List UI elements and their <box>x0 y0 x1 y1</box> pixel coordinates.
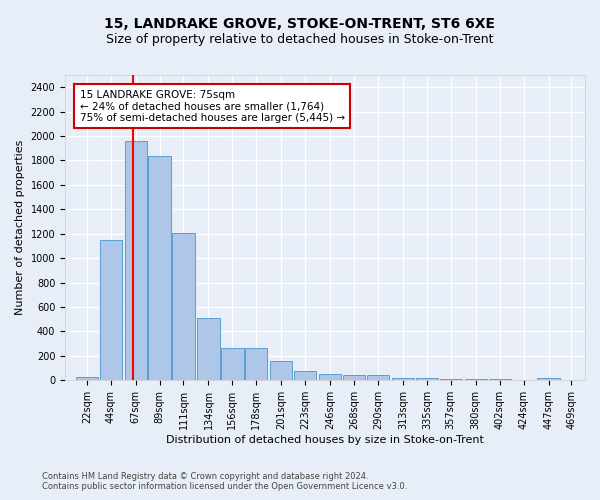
Bar <box>538 378 560 380</box>
Bar <box>221 348 244 380</box>
Bar <box>270 362 292 380</box>
Bar <box>172 232 194 380</box>
X-axis label: Distribution of detached houses by size in Stoke-on-Trent: Distribution of detached houses by size … <box>166 435 484 445</box>
Bar <box>76 376 98 380</box>
Bar <box>367 376 389 380</box>
Text: Contains public sector information licensed under the Open Government Licence v3: Contains public sector information licen… <box>42 482 407 491</box>
Bar <box>197 318 220 380</box>
Bar <box>416 378 438 380</box>
Bar <box>392 378 414 380</box>
Text: 15 LANDRAKE GROVE: 75sqm
← 24% of detached houses are smaller (1,764)
75% of sem: 15 LANDRAKE GROVE: 75sqm ← 24% of detach… <box>80 90 345 123</box>
Text: 15, LANDRAKE GROVE, STOKE-ON-TRENT, ST6 6XE: 15, LANDRAKE GROVE, STOKE-ON-TRENT, ST6 … <box>104 18 496 32</box>
Bar <box>148 156 171 380</box>
Text: Size of property relative to detached houses in Stoke-on-Trent: Size of property relative to detached ho… <box>106 32 494 46</box>
Bar <box>245 348 268 380</box>
Text: Contains HM Land Registry data © Crown copyright and database right 2024.: Contains HM Land Registry data © Crown c… <box>42 472 368 481</box>
Bar <box>100 240 122 380</box>
Bar <box>294 370 316 380</box>
Y-axis label: Number of detached properties: Number of detached properties <box>15 140 25 316</box>
Bar <box>125 141 147 380</box>
Bar <box>319 374 341 380</box>
Bar <box>343 375 365 380</box>
